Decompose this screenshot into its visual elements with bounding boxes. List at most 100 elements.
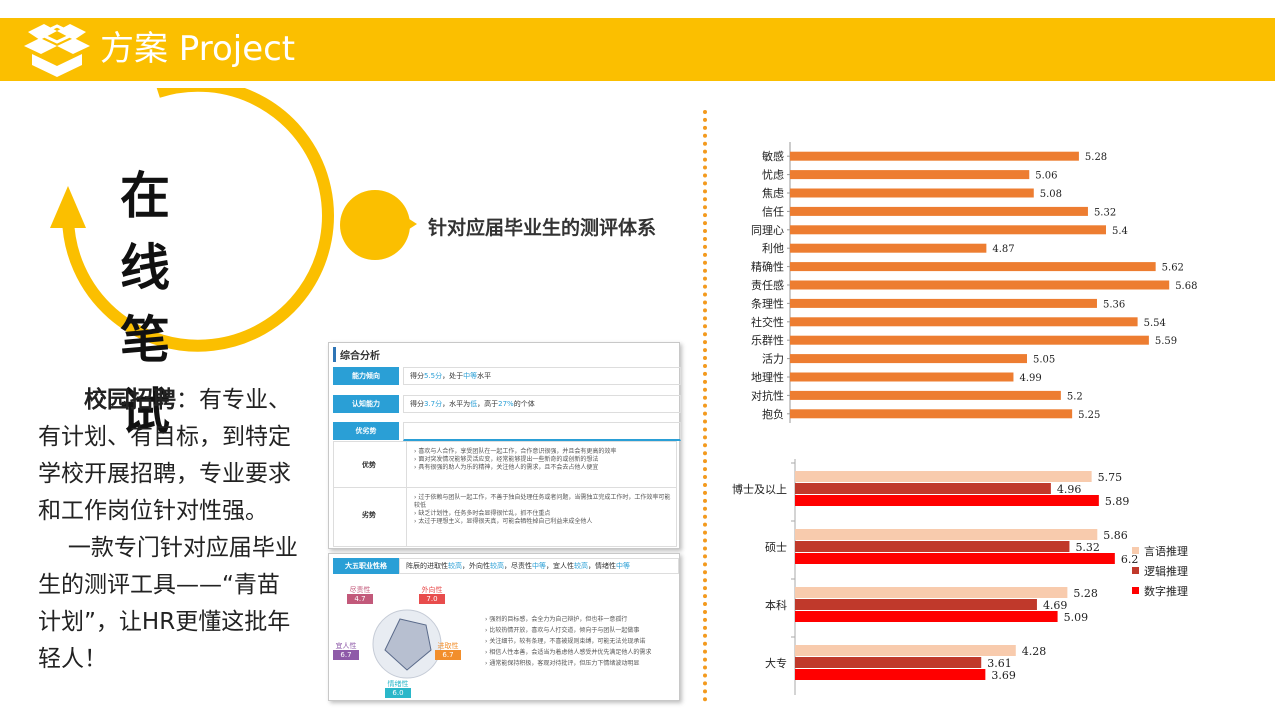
bar [790,206,1088,216]
strength-item: › 面对突发情况能够灵活应变，经常能够提出一些新奇的或创新的想法 [414,456,599,463]
trait-chip: 进取性 6.7 [435,642,461,660]
ability-score: 5.5分 [424,372,443,380]
bigfive-bullet: › 关注细节，较有条理，不喜被规则束缚，可能无法兑现承诺 [485,638,646,645]
weakness-text: 过于依赖与团队一起工作，不善于独自处理任务或者问题，当需独立完成工作时，工作效率… [414,494,671,509]
cognition-label: 认知能力 [333,395,399,413]
data-label: 4.28 [1022,645,1047,658]
data-label: 5.08 [1040,189,1062,200]
cognition-text: ，高于 [477,400,499,408]
category-label: 敏感 [762,149,784,163]
bar [795,645,1016,656]
bar [790,372,1014,382]
sw-row: 优劣势 [333,422,681,441]
data-label: 5.89 [1105,495,1130,508]
bar [795,483,1051,494]
trait-name: 宜人性 [335,642,357,650]
trait-chip: 情绪性 6.0 [385,680,411,698]
legend-label: 言语推理 [1144,544,1188,558]
bigfive-bullet-text: 强烈的目标感，会全力为自己辩护，但也非一意孤行 [489,616,628,623]
trait-name: 尽责性 [349,586,371,594]
data-label: 5.54 [1144,318,1166,329]
bigfive-level: 中等 [616,562,630,570]
bar [790,335,1149,345]
data-label: 5.2 [1067,391,1083,402]
bar [790,225,1106,235]
hero-title-line2: 笔 试 [120,311,186,441]
data-label: 4.99 [1019,373,1041,384]
trait-chip: 宜人性 6.7 [333,642,359,660]
bigfive-level: 中等 [532,562,546,570]
bigfive-level: 较高 [574,562,588,570]
bigfive-text: ，外向性 [462,562,490,570]
category-label: 信任 [762,205,784,218]
data-label: 5.32 [1094,207,1116,218]
data-label: 5.4 [1112,226,1128,237]
bar [795,669,986,680]
bigfive-bullet: › 通常能保持积极，客观对待批评，但压力下情绪波动明显 [485,660,640,667]
bigfive-summary: 阵辰的进取性较高，外向性较高，尽责性中等，宜人性较高，情绪性中等 [399,558,679,574]
trait-value: 6.0 [385,688,411,698]
radar-shape [384,618,432,671]
pointer-triangle [403,215,417,233]
ability-value: 得分5.5分，处于中等水平 [403,367,681,385]
bullet-circle [340,190,410,260]
trait-value: 6.7 [333,650,359,660]
category-label: 大专 [765,656,787,670]
trait-name: 进取性 [437,642,459,650]
legend-label: 数字推理 [1144,584,1188,598]
strength-text: 喜欢与人合作，享受团队在一起工作，合作意识很强，并且会有更高的效率 [418,448,617,455]
cognition-row: 认知能力 得分3.7分，水平为低，高于27%的个体 [333,395,681,413]
cognition-text: 得分 [410,400,424,408]
strength-item: › 喜欢与人合作，享受团队在一起工作，合作意识很强，并且会有更高的效率 [414,448,617,455]
bar [790,298,1097,308]
bar [790,151,1079,161]
bar [790,170,1030,180]
bar [795,657,982,668]
sw-table: 优势 › 喜欢与人合作，享受团队在一起工作，合作意识很强，并且会有更高的效率 ›… [333,441,677,547]
ability-text: ，处于 [442,372,464,380]
data-label: 5.09 [1064,611,1089,624]
trait-name: 情绪性 [387,680,409,688]
hero-title: 在 线 笔 试 [120,160,260,448]
weakness-item: › 过于依赖与团队一起工作，不善于独自处理任务或者问题，当需独立完成工作时，工作… [414,494,671,509]
bigfive-bullet: › 相信人性本善，会适当为着虑他人感受并优先满足他人的需求 [485,649,652,656]
personality-bar-chart: 敏感 5.28 忧虑 5.06 焦虑 5.08 信任 5.32 同理心 5.4 利他 4.87 精确性 5… [751,142,1197,423]
data-label: 4.69 [1043,599,1068,612]
description-p1-bold: 校园招聘 [84,387,176,413]
bar [790,262,1156,272]
bar [790,280,1170,290]
trait-chip: 尽责性 4.7 [347,586,373,604]
data-label: 4.87 [992,244,1014,255]
page-title: 方案 Project [100,29,296,69]
bigfive-label: 大五职业性格 [333,558,399,574]
category-label: 博士及以上 [732,483,787,496]
sw-value [403,422,681,441]
weakness-list: › 过于依赖与团队一起工作，不善于独自处理任务或者问题，当需独立完成工作时，工作… [414,494,672,526]
weakness-item: › 缺乏计划性，任务多时会显得很忙乱，抓不住重点 [414,510,551,517]
ability-label: 能力倾向 [333,367,399,385]
weakness-item: › 太过于理想主义，显得很天真，可能会牺牲掉自己利益来成全他人 [414,518,593,525]
data-label: 5.36 [1103,299,1125,310]
category-label: 焦虑 [762,187,784,200]
cognition-text: ，水平为 [442,400,471,408]
ability-text: 水平 [477,372,492,380]
data-label: 3.69 [991,669,1016,682]
bar [790,354,1027,364]
sw-label: 优劣势 [333,422,399,440]
category-label: 乐群性 [751,333,784,347]
bar [790,390,1061,400]
description-p2: 一款专门针对应届毕业生的测评工具——“青苗计划”，让HR更懂这批年轻人！ [38,535,298,672]
data-label: 4.96 [1057,483,1082,496]
category-label: 责任感 [751,279,784,292]
cognition-level: 低 [470,400,478,408]
trait-chip: 外向性 7.0 [419,586,445,604]
trait-value: 6.7 [435,650,461,660]
reasoning-bar-chart: 5.75 4.96 5.89 博士及以上 5.865.32 6.2 硕士 5.28 4.695.… [732,459,1188,695]
legend-swatch [1132,587,1139,594]
trait-value: 7.0 [419,594,445,604]
strength-list: › 喜欢与人合作，享受团队在一起工作，合作意识很强，并且会有更高的效率 › 面对… [414,448,672,472]
category-label: 对抗性 [751,388,784,402]
description: 校园招聘：有专业、有计划、有目标，到特定学校开展招聘，专业要求和工作岗位针对性强… [38,382,300,678]
legend-swatch [1132,547,1139,554]
strength-label: 优势 [362,461,376,469]
